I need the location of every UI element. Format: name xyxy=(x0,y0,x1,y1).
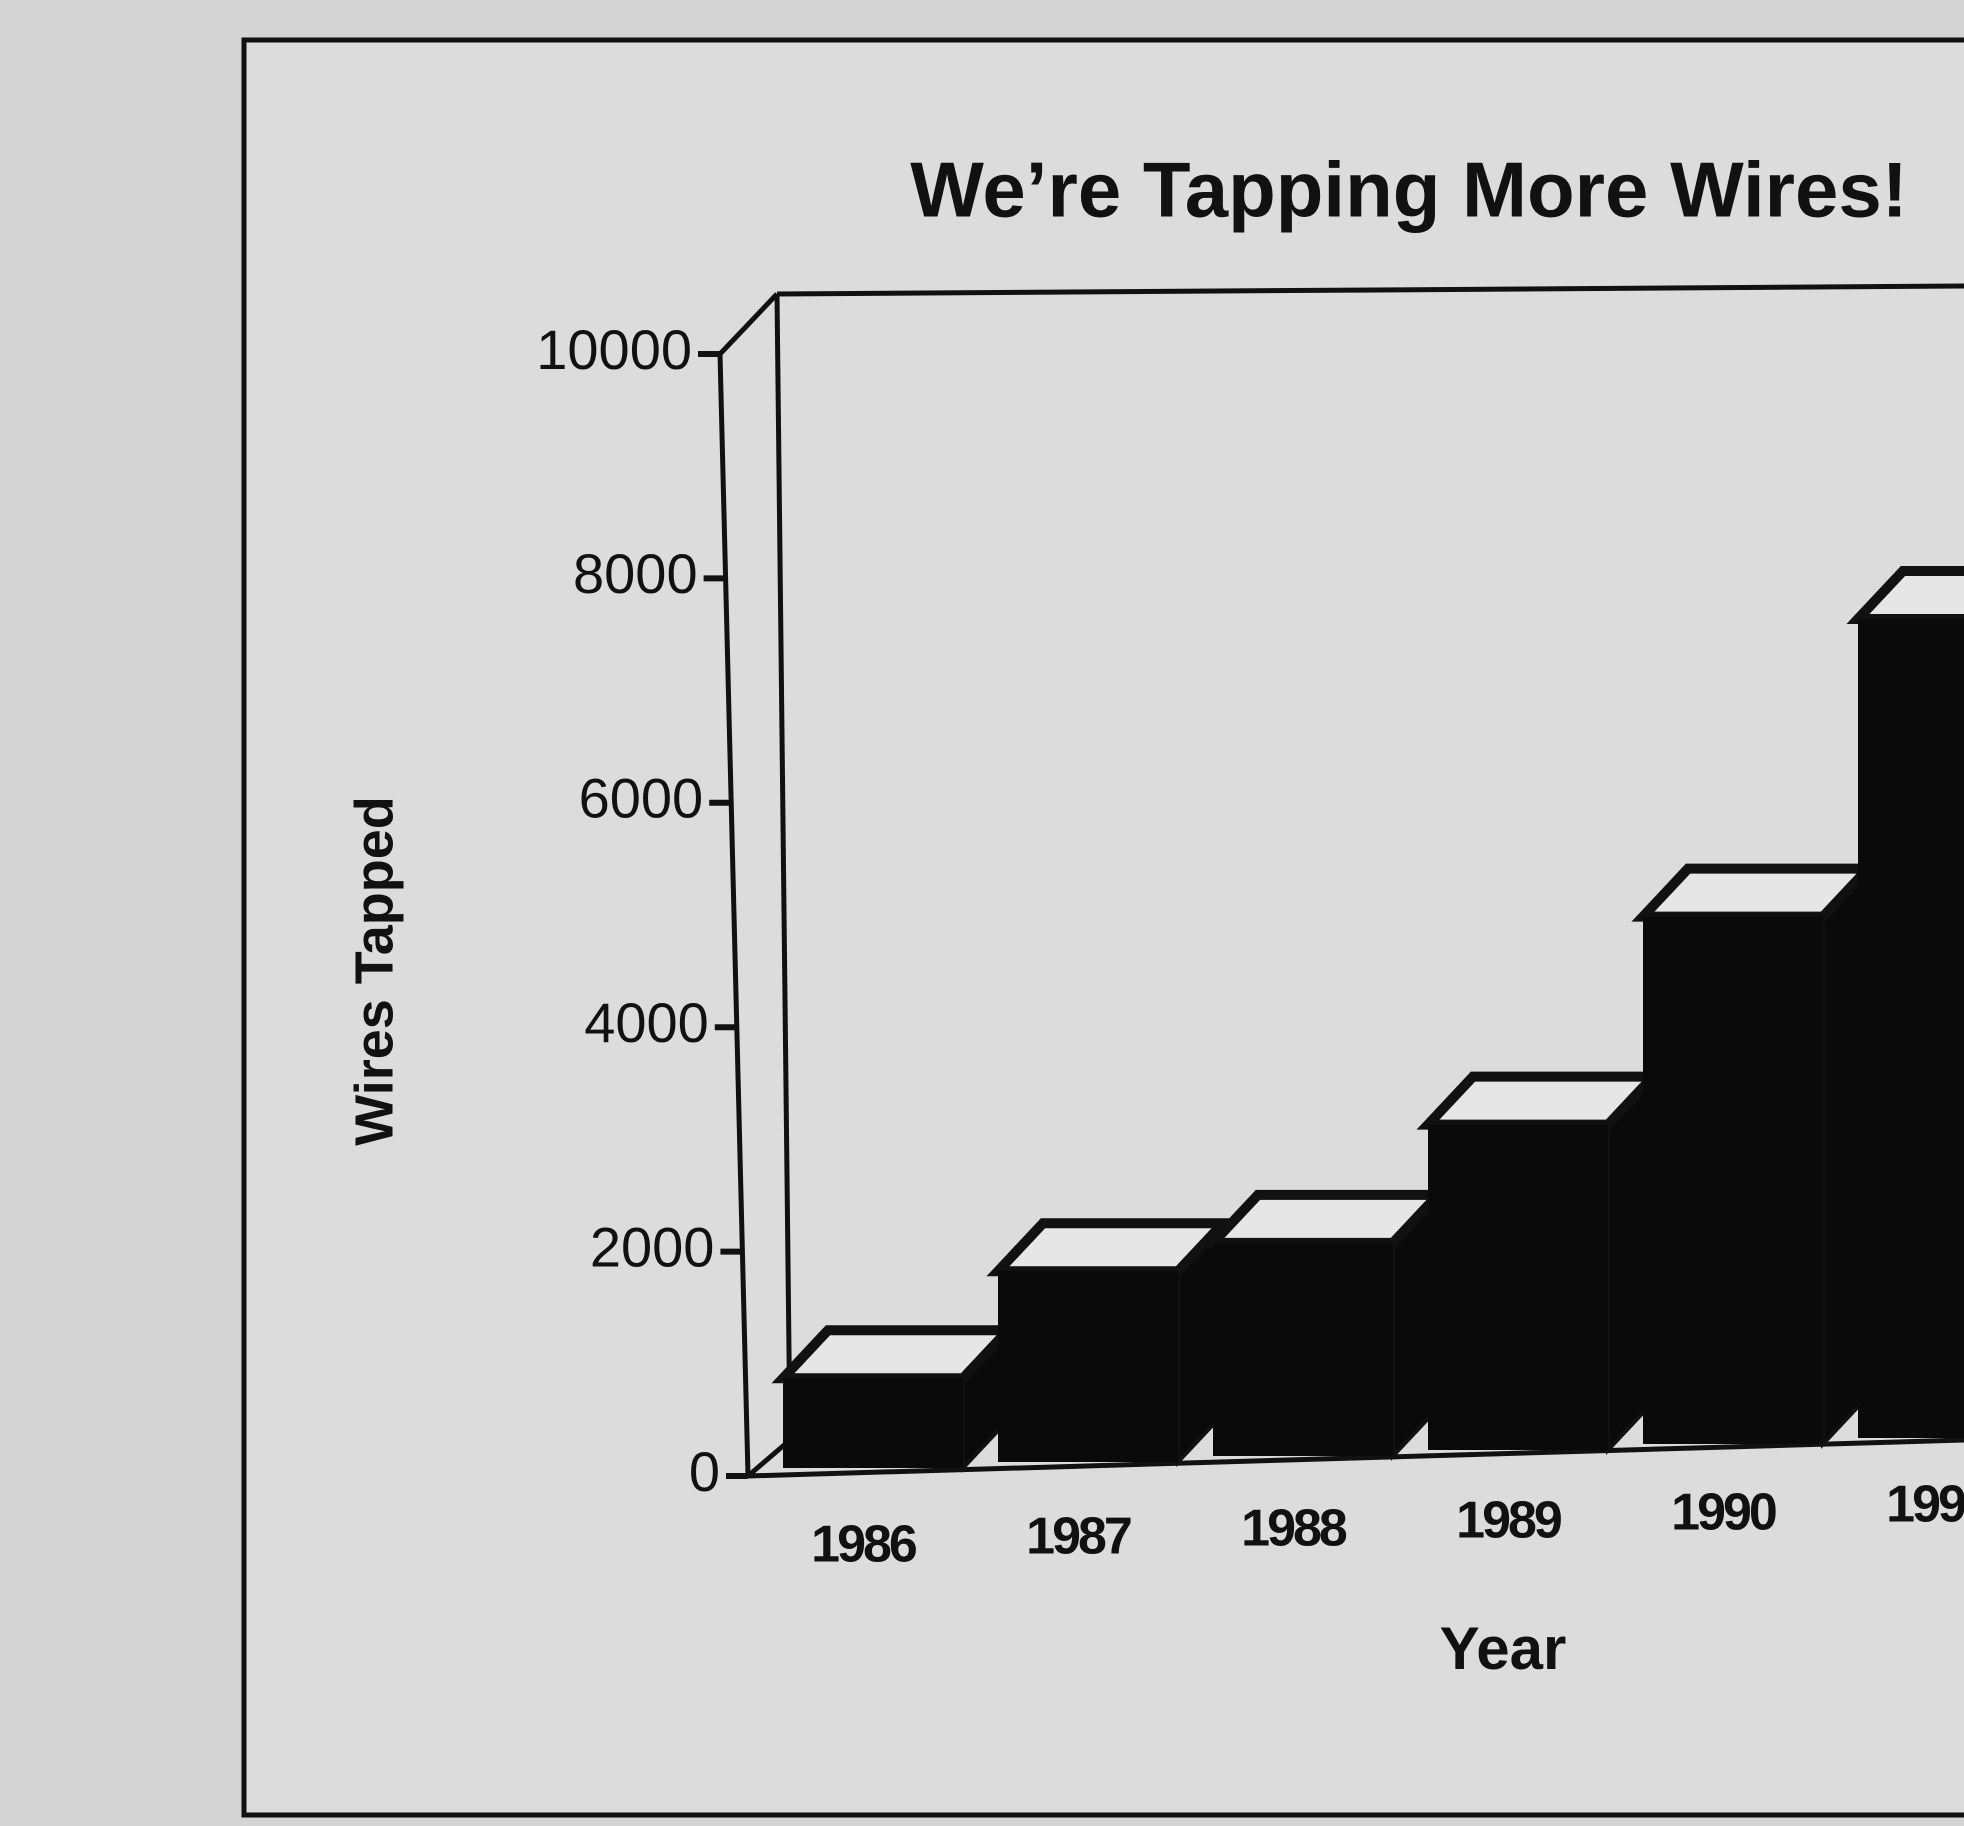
bar-top xyxy=(771,1325,1020,1384)
back-wall-top xyxy=(776,283,1964,297)
bar xyxy=(998,1271,1178,1462)
x-tick-label: 1990 xyxy=(1671,1484,1776,1542)
bar xyxy=(1213,1242,1393,1456)
x-tick-label: 1987 xyxy=(1026,1508,1131,1566)
x-tick-label: 1991 xyxy=(1886,1476,1964,1534)
y-axis xyxy=(717,353,751,1477)
x-tick-label: 1989 xyxy=(1456,1492,1561,1550)
x-axis-title: Year xyxy=(1440,1615,1567,1682)
bar-top xyxy=(986,1218,1235,1277)
depth-edge xyxy=(718,292,779,356)
y-tick-label: 6000 xyxy=(579,767,704,830)
x-axis xyxy=(747,1437,1964,1479)
y-tick-label: 2000 xyxy=(590,1215,715,1278)
y-tick-label: 8000 xyxy=(573,542,698,605)
y-tick-label: 10000 xyxy=(536,318,692,381)
axes xyxy=(717,283,1964,1479)
x-tick-label: 1986 xyxy=(811,1516,917,1574)
bar-top xyxy=(1631,863,1880,922)
bar xyxy=(1428,1124,1608,1450)
bar-top xyxy=(1846,565,1964,624)
bar-top xyxy=(1416,1071,1665,1130)
bar-top xyxy=(1201,1189,1450,1248)
y-axis-title: Wires Tapped xyxy=(344,796,404,1146)
y-tick-label: 4000 xyxy=(584,991,709,1054)
y-tick-label: 0 xyxy=(689,1440,720,1503)
back-wall-left xyxy=(774,293,793,1441)
x-tick-label: 1988 xyxy=(1241,1500,1347,1558)
bar xyxy=(783,1378,963,1468)
bar xyxy=(1858,618,1964,1438)
bar xyxy=(1643,916,1823,1444)
chart-title: We’re Tapping More Wires! xyxy=(910,146,1908,234)
